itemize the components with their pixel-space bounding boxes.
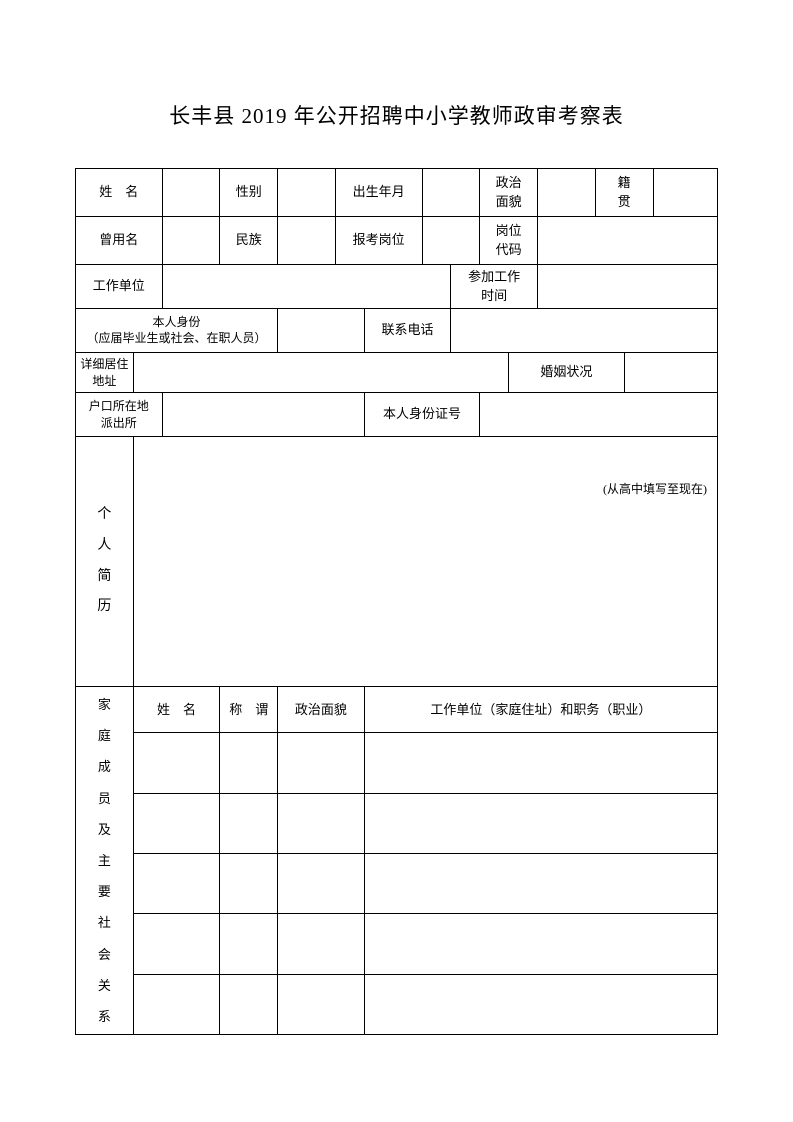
address-value [133,353,508,393]
family-row-4 [76,914,718,974]
phone-label: 联系电话 [364,309,451,353]
join-work-label: 参加工作 时间 [451,265,538,309]
police-value [162,393,364,437]
family-col-political: 政治面貌 [278,687,365,733]
row-basic-1: 姓 名 性别 出生年月 政治 面貌 籍 贯 [76,169,718,217]
post-code-label: 岗位 代码 [480,217,538,265]
family-row-1 [76,733,718,793]
former-name-label: 曾用名 [76,217,163,265]
row-police: 户口所在地 派出所 本人身份证号 [76,393,718,437]
fam5-relation [220,974,278,1034]
fam5-political [278,974,365,1034]
marriage-value [624,353,717,393]
family-header: 家 庭 成 员 及 主 要 社 会 关 系 姓 名 称 谓 政治面貌 工作单位（… [76,687,718,733]
birth-label: 出生年月 [335,169,422,217]
post-label: 报考岗位 [335,217,422,265]
fam1-political [278,733,365,793]
id-label: 本人身份证号 [364,393,480,437]
join-work-value [538,265,718,309]
political-value [538,169,596,217]
fam4-political [278,914,365,974]
fam2-relation [220,793,278,853]
page-title: 长丰县 2019 年公开招聘中小学教师政审考察表 [75,100,718,130]
family-col-name: 姓 名 [133,687,220,733]
fam3-political [278,854,365,914]
identity-label-main: 本人身份 [153,315,201,329]
native-label: 籍 贯 [595,169,653,217]
fam4-relation [220,914,278,974]
former-name-value [162,217,220,265]
identity-label-sub: （应届毕业生或社会、在职人员） [87,331,267,345]
fam5-name [133,974,220,1034]
fam1-relation [220,733,278,793]
resume-label: 个 人 简 历 [76,437,134,687]
post-code-value [538,217,718,265]
row-basic-2: 曾用名 民族 报考岗位 岗位 代码 [76,217,718,265]
family-col-work: 工作单位（家庭住址）和职务（职业） [364,687,717,733]
fam1-work [364,733,717,793]
fam4-name [133,914,220,974]
form-table: 姓 名 性别 出生年月 政治 面貌 籍 贯 曾用名 民族 报考岗位 岗位 代码 … [75,168,718,1035]
resume-note: (从高中填写至现在) [603,482,707,496]
family-col-relation: 称 谓 [220,687,278,733]
family-row-5 [76,974,718,1034]
post-value [422,217,480,265]
gender-value [278,169,336,217]
row-work-unit: 工作单位 参加工作 时间 [76,265,718,309]
row-address: 详细居住 地址 婚姻状况 [76,353,718,393]
row-resume: 个 人 简 历 (从高中填写至现在) [76,437,718,687]
fam3-name [133,854,220,914]
fam3-relation [220,854,278,914]
police-label: 户口所在地 派出所 [76,393,163,437]
phone-value [451,309,718,353]
address-label: 详细居住 地址 [76,353,134,393]
name-value [162,169,220,217]
ethnicity-value [278,217,336,265]
name-label: 姓 名 [76,169,163,217]
native-value [653,169,718,217]
fam5-work [364,974,717,1034]
resume-content: (从高中填写至现在) [133,437,717,687]
marriage-label: 婚姻状况 [509,353,625,393]
birth-value [422,169,480,217]
id-value [480,393,718,437]
work-unit-label: 工作单位 [76,265,163,309]
fam4-work [364,914,717,974]
family-section-label: 家 庭 成 员 及 主 要 社 会 关 系 [76,687,134,1035]
fam3-work [364,854,717,914]
fam2-political [278,793,365,853]
ethnicity-label: 民族 [220,217,278,265]
fam2-name [133,793,220,853]
family-row-2 [76,793,718,853]
family-row-3 [76,854,718,914]
fam1-name [133,733,220,793]
gender-label: 性别 [220,169,278,217]
political-label: 政治 面貌 [480,169,538,217]
work-unit-value [162,265,451,309]
identity-label: 本人身份 （应届毕业生或社会、在职人员） [76,309,278,353]
row-identity: 本人身份 （应届毕业生或社会、在职人员） 联系电话 [76,309,718,353]
identity-value [278,309,365,353]
fam2-work [364,793,717,853]
